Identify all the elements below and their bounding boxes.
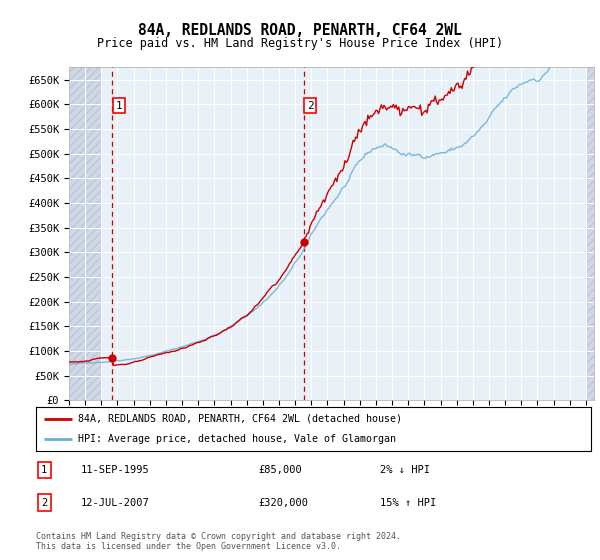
Text: 2: 2 [307,100,314,110]
Text: 1: 1 [116,100,122,110]
Text: 84A, REDLANDS ROAD, PENARTH, CF64 2WL (detached house): 84A, REDLANDS ROAD, PENARTH, CF64 2WL (d… [77,414,401,424]
Text: 2% ↓ HPI: 2% ↓ HPI [380,465,430,475]
Bar [586,67,594,400]
Text: £85,000: £85,000 [258,465,302,475]
Text: 84A, REDLANDS ROAD, PENARTH, CF64 2WL: 84A, REDLANDS ROAD, PENARTH, CF64 2WL [138,24,462,38]
Text: 2: 2 [41,498,47,507]
Text: 11-SEP-1995: 11-SEP-1995 [80,465,149,475]
Text: 1: 1 [41,465,47,475]
Text: 12-JUL-2007: 12-JUL-2007 [80,498,149,507]
Bar [69,67,101,400]
Text: Price paid vs. HM Land Registry's House Price Index (HPI): Price paid vs. HM Land Registry's House … [97,37,503,50]
Text: £320,000: £320,000 [258,498,308,507]
Text: 15% ↑ HPI: 15% ↑ HPI [380,498,436,507]
Text: Contains HM Land Registry data © Crown copyright and database right 2024.
This d: Contains HM Land Registry data © Crown c… [36,532,401,551]
Text: HPI: Average price, detached house, Vale of Glamorgan: HPI: Average price, detached house, Vale… [77,434,395,444]
